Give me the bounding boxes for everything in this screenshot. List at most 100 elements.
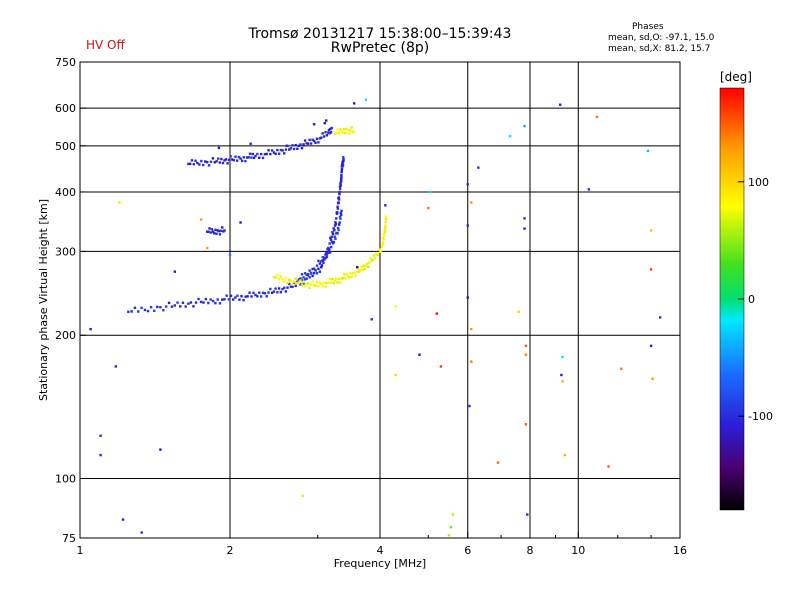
trace-point bbox=[350, 126, 353, 129]
scatter-point bbox=[447, 534, 451, 537]
trace-point bbox=[242, 298, 245, 302]
trace-point bbox=[327, 131, 330, 134]
trace-point bbox=[277, 152, 281, 155]
trace-point bbox=[338, 221, 341, 224]
trace-point bbox=[291, 285, 294, 288]
trace-point bbox=[325, 253, 329, 256]
trace-point bbox=[156, 305, 159, 309]
trace-point bbox=[215, 232, 218, 236]
scatter-point bbox=[468, 404, 471, 408]
trace-point bbox=[340, 130, 343, 133]
trace-point bbox=[331, 232, 335, 236]
scatter-point bbox=[312, 123, 316, 126]
trace-point bbox=[311, 274, 314, 278]
scatter-point bbox=[140, 531, 143, 534]
scatter-point bbox=[325, 119, 328, 122]
trace-point bbox=[127, 310, 130, 314]
trace-point bbox=[354, 274, 357, 278]
trace-point bbox=[218, 302, 222, 305]
trace-point bbox=[245, 156, 249, 159]
trace-point bbox=[188, 162, 192, 165]
trace-point bbox=[344, 276, 347, 280]
trace-point bbox=[281, 149, 284, 152]
trace-point bbox=[339, 184, 342, 187]
trace-point bbox=[208, 227, 211, 230]
trace-point bbox=[299, 283, 302, 286]
trace-point bbox=[296, 280, 299, 283]
trace-point bbox=[215, 160, 218, 163]
trace-point bbox=[213, 232, 216, 235]
scatter-point bbox=[449, 526, 453, 529]
trace-point bbox=[322, 261, 325, 264]
scatter-point bbox=[595, 115, 599, 119]
trace-point bbox=[289, 147, 293, 150]
trace-point bbox=[248, 152, 252, 155]
trace-point bbox=[210, 228, 214, 231]
trace-point bbox=[328, 248, 331, 252]
colorbar-ticks: 100 0 -100 bbox=[738, 176, 773, 423]
trace-point bbox=[328, 242, 331, 245]
trace-point bbox=[377, 253, 380, 256]
trace-point bbox=[196, 161, 199, 165]
trace-point bbox=[317, 284, 320, 288]
trace-point bbox=[306, 273, 310, 277]
trace-point bbox=[345, 128, 348, 131]
trace-point bbox=[231, 298, 235, 301]
trace-point bbox=[267, 149, 270, 152]
trace-point bbox=[198, 163, 201, 166]
trace-point bbox=[337, 223, 341, 226]
trace-point bbox=[318, 262, 322, 265]
trace-point bbox=[364, 264, 368, 267]
scatter-point bbox=[439, 365, 443, 368]
trace-point bbox=[308, 269, 311, 272]
trace-point bbox=[336, 128, 339, 131]
trace-point bbox=[306, 282, 310, 285]
scatter-point bbox=[496, 461, 500, 464]
trace-point bbox=[300, 273, 304, 276]
scatter-point bbox=[524, 423, 528, 426]
trace-point bbox=[200, 159, 203, 163]
x-axis: 1 2 4 6 8 10 16 bbox=[77, 532, 687, 557]
trace-point bbox=[265, 152, 268, 156]
trace-point bbox=[288, 282, 291, 286]
trace-point bbox=[383, 230, 387, 233]
trace-point bbox=[205, 160, 209, 164]
trace-point bbox=[170, 305, 174, 308]
trace-point bbox=[277, 278, 281, 281]
trace-point bbox=[276, 273, 279, 276]
trace-point bbox=[216, 157, 220, 160]
trace-point bbox=[258, 291, 261, 294]
trace-point bbox=[357, 270, 361, 273]
trace-point bbox=[236, 294, 239, 297]
trace-point bbox=[308, 138, 311, 142]
trace-point bbox=[333, 235, 336, 238]
trace-point bbox=[223, 298, 226, 301]
trace-point bbox=[372, 254, 376, 257]
trace-point bbox=[329, 236, 332, 240]
trace-point bbox=[272, 275, 276, 279]
trace-point bbox=[371, 258, 375, 262]
scatter-point bbox=[649, 268, 653, 271]
trace-point bbox=[327, 251, 330, 255]
trace-point bbox=[350, 275, 353, 279]
trace-point bbox=[328, 277, 331, 281]
trace-point bbox=[274, 276, 277, 279]
trace-point bbox=[324, 253, 327, 256]
trace-point bbox=[339, 211, 343, 215]
trace-point bbox=[320, 136, 323, 139]
trace-point bbox=[254, 293, 257, 297]
colorbar-label: [deg] bbox=[720, 70, 752, 84]
trace-point bbox=[349, 272, 352, 275]
scatter-point bbox=[173, 270, 177, 273]
trace-point bbox=[317, 267, 320, 270]
trace-point bbox=[305, 142, 308, 145]
trace-point bbox=[384, 225, 387, 229]
trace-point bbox=[204, 160, 207, 163]
trace-point bbox=[352, 130, 356, 133]
trace-point bbox=[192, 163, 195, 166]
scatter-point bbox=[523, 217, 526, 220]
trace-point bbox=[300, 146, 304, 150]
trace-point bbox=[338, 192, 341, 196]
scatter-point bbox=[89, 327, 92, 331]
trace-point bbox=[302, 276, 305, 279]
